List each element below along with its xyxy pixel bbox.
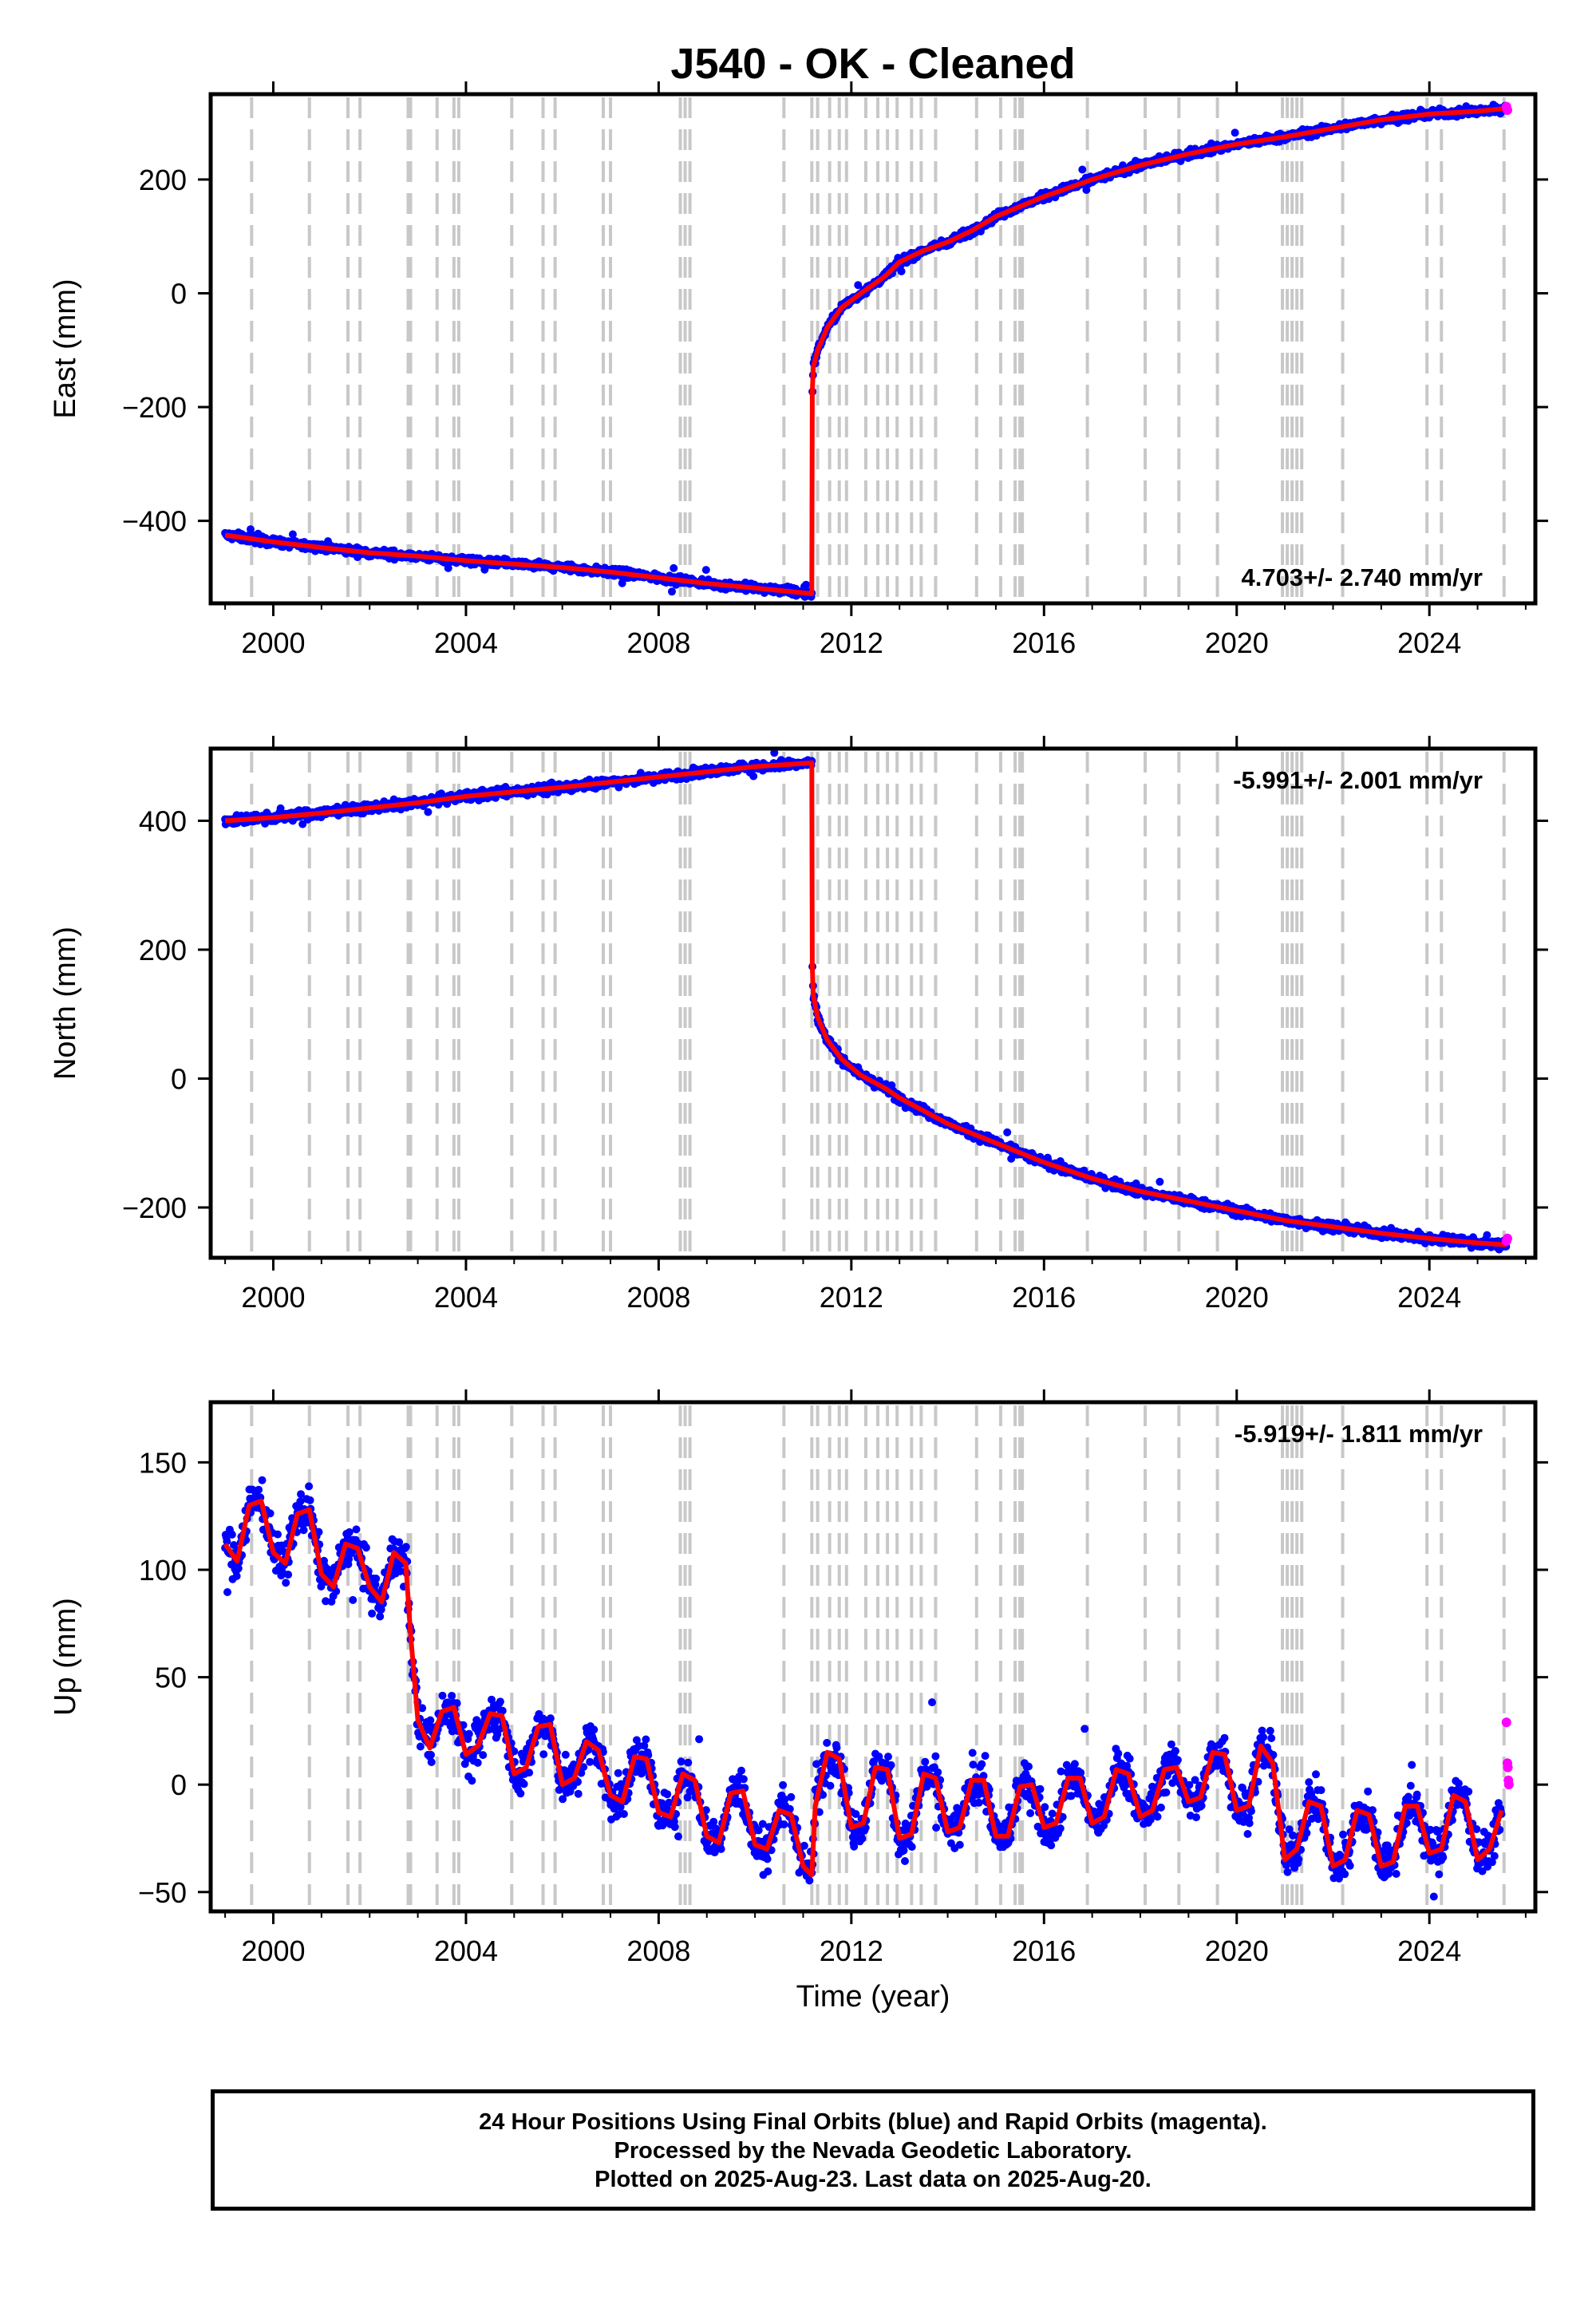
panel-2: 2000 2004 2008 2012 2016 2020 2024−50050100150… xyxy=(49,1389,1548,1967)
x-tick-label: 2008 xyxy=(626,626,690,659)
y-tick-label: −400 xyxy=(122,505,187,538)
data-point xyxy=(1156,1177,1164,1186)
data-point xyxy=(1003,1128,1012,1136)
x-tick-label: 2004 xyxy=(434,1281,498,1314)
data-point xyxy=(274,1530,282,1539)
rapid-orbit-point xyxy=(1502,105,1512,115)
x-tick-label: 2024 xyxy=(1397,1281,1461,1314)
data-point xyxy=(284,1571,293,1579)
x-tick-label: 2012 xyxy=(820,626,883,659)
data-point xyxy=(266,1509,275,1518)
data-point xyxy=(618,579,626,587)
y-tick-label: 0 xyxy=(171,277,187,310)
panel-0: 2000 2004 2008 2012 2016 2020 2024 −400 −200 0 200… xyxy=(49,81,1548,659)
y-tick-label: −200 xyxy=(122,391,187,424)
data-point xyxy=(668,587,676,596)
data-point xyxy=(372,1575,381,1583)
y-tick-label: 200 xyxy=(139,934,187,966)
data-point xyxy=(349,1595,358,1604)
data-point xyxy=(444,563,452,572)
data-point xyxy=(1078,165,1087,174)
y-tick-label: 200 xyxy=(139,164,187,196)
chart-title: J540 - OK - Cleaned xyxy=(670,40,1075,88)
velocity-label: 4.703+/- 2.740 mm/yr xyxy=(1242,563,1483,591)
data-point xyxy=(299,1526,308,1535)
data-point xyxy=(282,1579,290,1587)
data-point xyxy=(223,1588,231,1596)
y-axis-label: North (mm) xyxy=(49,927,82,1080)
data-point xyxy=(288,530,297,539)
x-tick-label: 2008 xyxy=(626,1281,690,1314)
velocity-label: -5.991+/- 2.001 mm/yr xyxy=(1233,766,1483,794)
panel-1: 2000 2004 2008 2012 2016 2020 2024 −200 0 200 400 N… xyxy=(49,736,1548,1314)
data-point xyxy=(232,1571,241,1580)
data-point xyxy=(1483,1231,1491,1239)
data-point xyxy=(424,808,433,816)
model-curve xyxy=(224,105,1507,596)
x-tick-label: 2024 xyxy=(1397,626,1461,659)
data-point xyxy=(306,1496,314,1504)
data-point xyxy=(1082,186,1091,194)
plot-frame xyxy=(208,92,1538,606)
x-tick-label: 2000 xyxy=(241,1281,305,1314)
data-point xyxy=(854,281,863,290)
data-point xyxy=(258,1476,267,1484)
data-point xyxy=(305,1482,314,1491)
data-point xyxy=(897,267,906,275)
y-tick-label: 0 xyxy=(171,1062,187,1095)
data-point xyxy=(227,1530,236,1539)
x-tick-label: 2004 xyxy=(434,626,498,659)
y-tick-label: −200 xyxy=(122,1192,187,1224)
data-point xyxy=(247,525,255,534)
data-point xyxy=(670,563,678,572)
data-point xyxy=(701,566,710,575)
y-tick-label: 400 xyxy=(139,804,187,837)
rapid-orbit-point xyxy=(1502,1233,1512,1243)
y-axis-label: East (mm) xyxy=(49,279,82,418)
data-point xyxy=(749,772,758,781)
data-point xyxy=(361,1543,370,1552)
x-tick-label: 2020 xyxy=(1205,1281,1269,1314)
x-tick-label: 2016 xyxy=(1012,1281,1076,1314)
panels: 2000 2004 2008 2012 2016 2020 2024−400−2000200… xyxy=(49,81,1548,1967)
x-tick-label: 2012 xyxy=(820,1281,883,1314)
data-point xyxy=(1231,128,1239,137)
data-point xyxy=(255,1485,263,1494)
data-point xyxy=(802,580,811,589)
x-tick-label: 2000 xyxy=(241,626,305,659)
x-tick-label: 2020 xyxy=(1205,626,1269,659)
x-tick-label: 2016 xyxy=(1012,626,1076,659)
data-point xyxy=(368,1609,377,1618)
data-point xyxy=(352,1525,361,1534)
data-point xyxy=(345,1528,354,1536)
